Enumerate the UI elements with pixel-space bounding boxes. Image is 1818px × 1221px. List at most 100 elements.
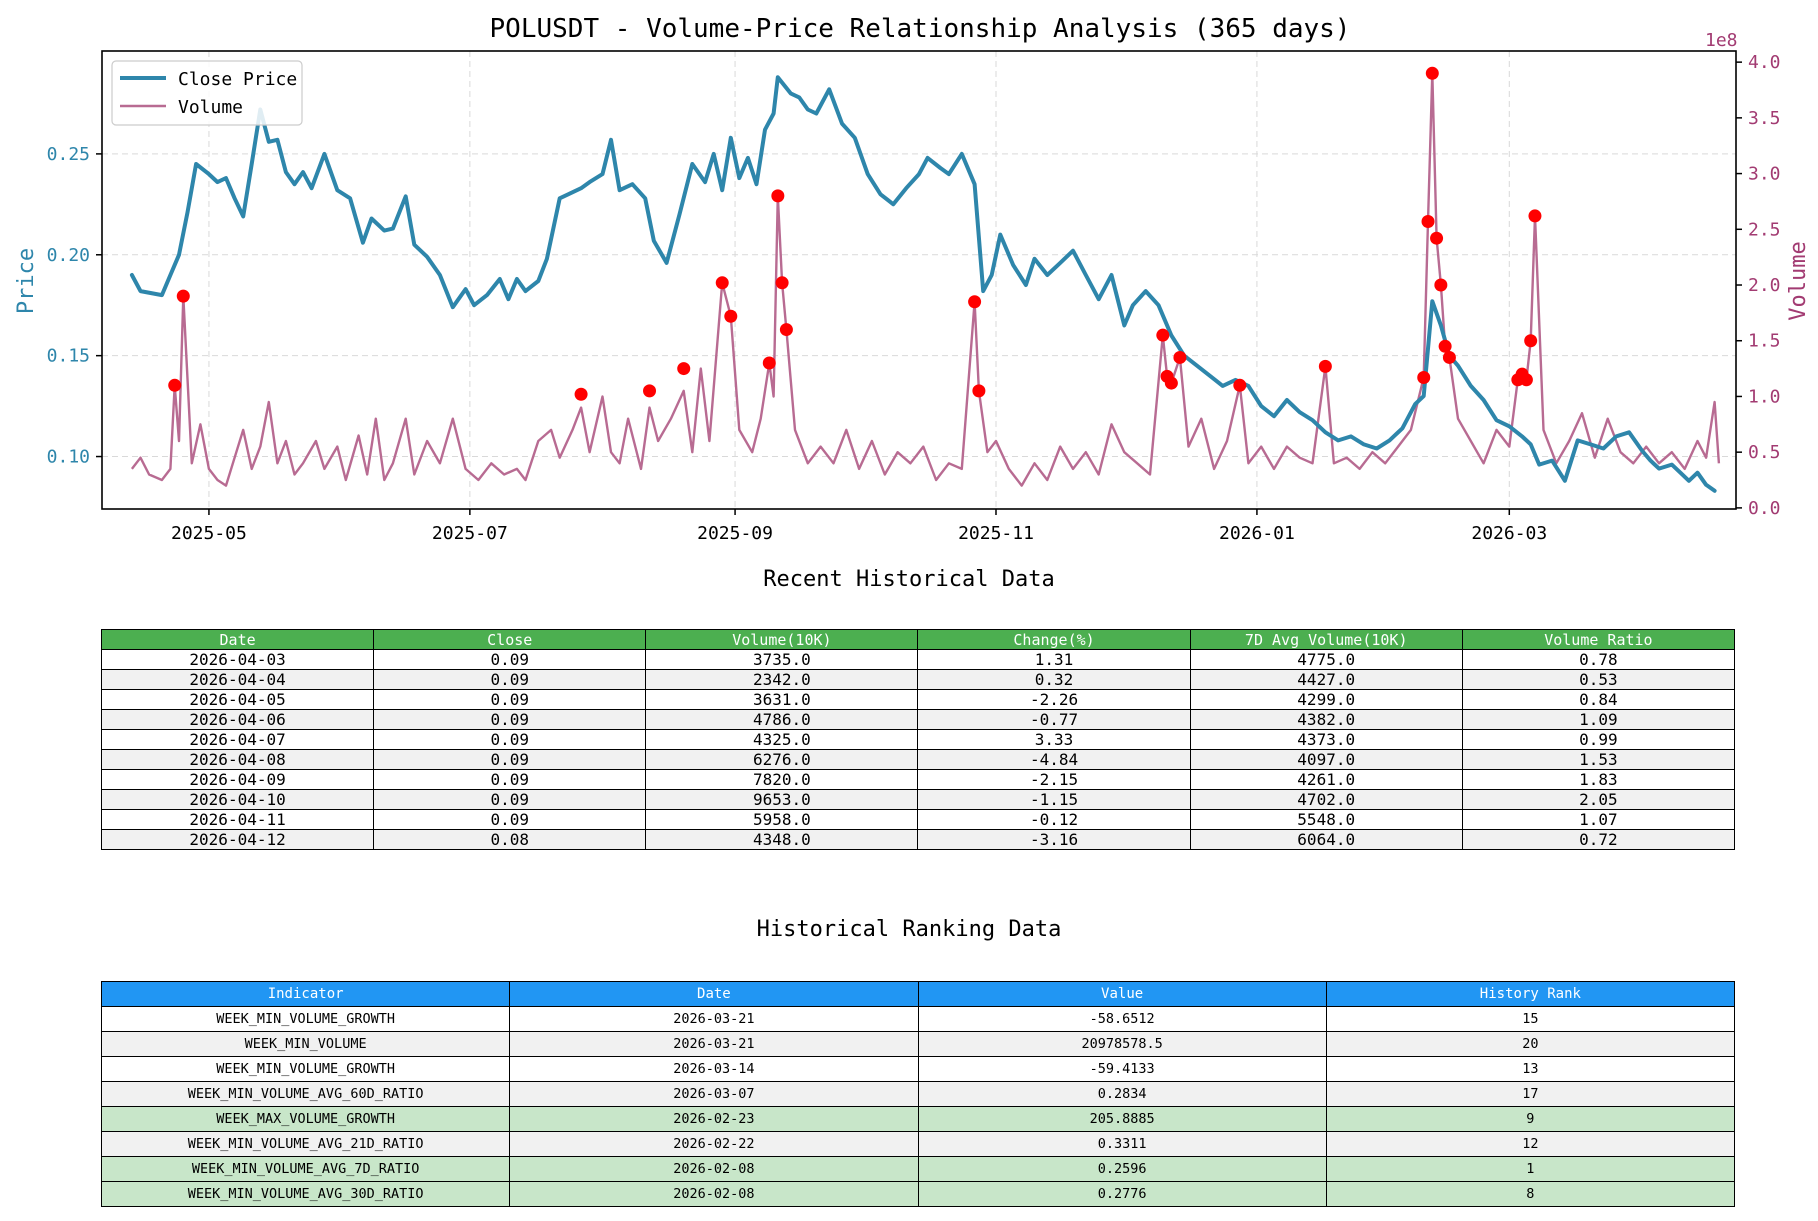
recent-cell: 0.32 [917,669,1191,690]
volume-spike-point [1173,350,1187,364]
recent-cell: 0.09 [373,709,647,730]
volume-price-chart: POLUSDT - Volume-Price Relationship Anal… [14,14,1811,540]
recent-cell: 2026-04-03 [100,649,375,670]
ranking-cell: WEEK_MIN_VOLUME_AVG_60D_RATIO [100,1081,511,1107]
recent-cell: 0.09 [373,789,647,810]
volume-spike-point [1528,209,1542,223]
recent-row: 2026-04-06 0.09 4786.0 -0.77 4382.0 1.09 [100,709,1736,730]
recent-cell: 2026-04-06 [100,709,375,730]
recent-cell: 1.31 [917,649,1191,670]
recent-row: 2026-04-11 0.09 5958.0 -0.12 5548.0 1.07 [100,809,1736,830]
recent-cell: 1.07 [1461,809,1736,830]
recent-cell: 7820.0 [645,769,919,790]
ranking-row: WEEK_MIN_VOLUME_AVG_30D_RATIO 2026-02-08 0… [100,1181,1736,1207]
y-tick-label: 0.10 [47,447,90,468]
recent-header-cell: Change(%) [917,629,1191,650]
ranking-row: WEEK_MAX_VOLUME_GROWTH 2026-02-23 205.8885… [100,1106,1736,1132]
recent-cell: 2.05 [1461,789,1736,810]
volume-series [130,72,1721,487]
recent-table-title: Recent Historical Data [763,567,1055,592]
recent-cell: 2026-04-11 [100,809,375,830]
recent-cell: 4702.0 [1189,789,1463,810]
ranking-cell: WEEK_MIN_VOLUME_GROWTH [100,1006,511,1032]
recent-cell: 5548.0 [1189,809,1463,830]
ranking-table-title: Historical Ranking Data [756,917,1062,942]
ranking-cell: 2026-03-21 [509,1031,919,1057]
recent-cell: 1.53 [1461,749,1736,770]
volume-spike-point [1519,373,1533,387]
y-axis-label: Price [14,248,39,314]
ranking-cell: 15 [1325,1006,1736,1032]
recent-cell: 3735.0 [645,649,919,670]
recent-cell: 4299.0 [1189,689,1463,710]
y2-offset-text: 1e8 [1705,30,1738,51]
recent-cell: 0.09 [373,769,647,790]
recent-row: 2026-04-08 0.09 6276.0 -4.84 4097.0 1.53 [100,749,1736,770]
ranking-header-cell: History Rank [1325,981,1736,1007]
x-tick-label: 2025-05 [171,523,247,540]
recent-header-cell: Date [100,629,375,650]
y-tick-label: 0.25 [47,144,90,165]
x-axis: 2025-05 2025-07 2025-09 2025-11 2026-01 2026-… [171,509,1547,540]
ranking-cell: 12 [1325,1131,1736,1157]
recent-cell: 0.09 [373,649,647,670]
volume-spike-point [1430,231,1444,245]
ranking-cell: 20978578.5 [917,1031,1327,1057]
volume-spike-point [972,384,986,398]
recent-row: 2026-04-04 0.09 2342.0 0.32 4427.0 0.53 [100,669,1736,690]
ranking-row: WEEK_MIN_VOLUME_AVG_7D_RATIO 2026-02-08 0.… [100,1156,1736,1182]
y2-tick-label: 0.0 [1748,498,1781,519]
volume-spike-point [1421,214,1435,228]
volume-spike-point [1442,350,1456,364]
y-axis-volume: 0.0 0.5 1.0 1.5 2.0 2.5 3.0 3.5 4.0 [1736,52,1781,519]
volume-spike-markers [168,66,1542,401]
recent-cell: 0.09 [373,669,647,690]
recent-cell: 4427.0 [1189,669,1463,690]
recent-header-cell: Volume Ratio [1461,629,1736,650]
y-tick-label: 0.15 [47,346,90,367]
volume-spike-point [1434,278,1448,292]
recent-cell: 2342.0 [645,669,919,690]
ranking-cell: 20 [1325,1031,1736,1057]
ranking-row: WEEK_MIN_VOLUME 2026-03-21 20978578.5 20 [100,1031,1736,1057]
recent-cell: 0.53 [1461,669,1736,690]
recent-row: 2026-04-09 0.09 7820.0 -2.15 4261.0 1.83 [100,769,1736,790]
ranking-cell: 1 [1325,1156,1736,1182]
ranking-header-row: Indicator Date Value History Rank [100,981,1736,1007]
y2-tick-label: 1.0 [1748,386,1781,407]
recent-cell: -2.26 [917,689,1191,710]
y2-tick-label: 2.5 [1748,219,1781,240]
ranking-row: WEEK_MIN_VOLUME_AVG_21D_RATIO 2026-02-22 0… [100,1131,1736,1157]
x-tick-label: 2025-07 [432,523,508,540]
volume-spike-point [779,323,793,337]
volume-spike-point [775,276,789,290]
chart-title: POLUSDT - Volume-Price Relationship Anal… [490,14,1351,44]
recent-cell: -0.77 [917,709,1191,730]
volume-spike-point [1438,339,1452,353]
recent-cell: 0.78 [1461,649,1736,670]
grid-lines [102,51,1736,509]
ranking-cell: 0.2776 [917,1181,1327,1207]
recent-cell: 4261.0 [1189,769,1463,790]
y2-tick-label: 4.0 [1748,52,1781,73]
volume-line [130,72,1721,487]
recent-cell: 2026-04-07 [100,729,375,750]
plot-frame [101,50,1737,510]
ranking-cell: 17 [1325,1081,1736,1107]
volume-spike-point [1318,359,1332,373]
recent-cell: 4382.0 [1189,709,1463,730]
recent-cell: 4373.0 [1189,729,1463,750]
recent-header-cell: Close [373,629,647,650]
volume-spike-point [1233,378,1247,392]
recent-cell: 0.08 [373,829,647,850]
ranking-cell: 2026-02-08 [509,1156,919,1182]
ranking-row: WEEK_MIN_VOLUME_GROWTH 2026-03-14 -59.4133… [100,1056,1736,1082]
volume-spike-point [715,276,729,290]
recent-row: 2026-04-10 0.09 9653.0 -1.15 4702.0 2.05 [100,789,1736,810]
ranking-cell: WEEK_MIN_VOLUME_AVG_30D_RATIO [100,1181,511,1207]
y2-tick-label: 3.0 [1748,164,1781,185]
legend-label-volume: Volume [178,97,243,118]
recent-row: 2026-04-03 0.09 3735.0 1.31 4775.0 0.78 [100,649,1736,670]
recent-cell: 9653.0 [645,789,919,810]
ranking-row: WEEK_MIN_VOLUME_AVG_60D_RATIO 2026-03-07 0… [100,1081,1736,1107]
